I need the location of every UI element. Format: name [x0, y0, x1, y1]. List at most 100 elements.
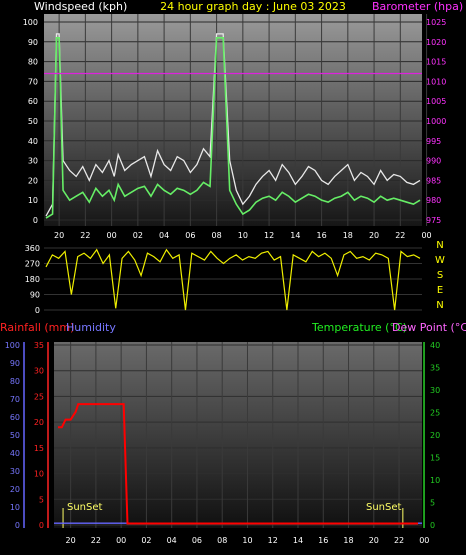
humidity-axis-label: Humidity [66, 321, 116, 334]
humidity-y-tick-label: 50 [10, 431, 20, 440]
rainfall-axis-label: Rainfall (mm) [0, 321, 74, 334]
rain-x-tick-label: 16 [318, 536, 328, 545]
rain-y-tick-label: 15 [34, 444, 44, 453]
wind-y-tick-label: 80 [28, 58, 38, 67]
barometer-y-tick-label: 1000 [426, 117, 446, 126]
temperature-y-tick-label: 10 [430, 476, 440, 485]
rain-x-tick-label: 22 [91, 536, 101, 545]
humidity-y-tick-label: 30 [10, 467, 20, 476]
direction-y-tick-label: 0 [35, 306, 40, 315]
wind-y-tick-label: 0 [33, 216, 38, 225]
rain-x-tick-label: 08 [217, 536, 227, 545]
barometer-y-tick-label: 1005 [426, 97, 446, 106]
rain-x-tick-label: 14 [293, 536, 303, 545]
rain-x-tick-label: 06 [192, 536, 202, 545]
temperature-axis-label: Temperature (°C) [311, 321, 407, 334]
barometer-y-tick-label: 980 [426, 196, 441, 205]
rain-x-tick-label: 20 [66, 536, 76, 545]
wind-average-line [45, 37, 421, 219]
wind-x-tick-label: 06 [185, 231, 195, 240]
rain-x-tick-label: 10 [242, 536, 252, 545]
direction-y-tick-label: 180 [25, 275, 40, 284]
humidity-y-tick-label: 60 [10, 413, 20, 422]
temperature-y-tick-label: 15 [430, 454, 440, 463]
sunset-label-2: SunSet [366, 502, 402, 513]
direction-y-tick-label: 270 [25, 260, 40, 269]
barometer-y-tick-label: 995 [426, 137, 441, 146]
rain-x-tick-label: 02 [141, 536, 151, 545]
compass-label: S [437, 270, 443, 281]
rain-x-tick-label: 20 [369, 536, 379, 545]
windspeed-axis-label: Windspeed (kph) [34, 0, 127, 13]
rain-x-tick-label: 04 [167, 536, 177, 545]
dewpoint-axis-label: Dew Point (°C) [392, 321, 466, 334]
compass-label: E [437, 285, 443, 296]
wind-y-tick-label: 20 [28, 176, 38, 185]
barometer-y-tick-label: 975 [426, 216, 441, 225]
wind-x-tick-label: 10 [238, 231, 248, 240]
wind-x-tick-label: 14 [290, 231, 300, 240]
wind-y-tick-label: 100 [23, 18, 38, 27]
temperature-y-tick-label: 25 [430, 409, 440, 418]
wind-y-tick-label: 40 [28, 137, 38, 146]
graph-title: 24 hour graph day : June 03 2023 [160, 0, 346, 13]
direction-y-tick-label: 360 [25, 244, 40, 253]
wind-x-tick-label: 20 [54, 231, 64, 240]
wind-y-tick-label: 90 [28, 38, 38, 47]
humidity-y-tick-label: 40 [10, 449, 20, 458]
rain-y-tick-label: 5 [39, 495, 44, 504]
barometer-y-tick-label: 990 [426, 157, 441, 166]
rain-y-tick-label: 30 [34, 367, 44, 376]
wind-x-tick-label: 04 [159, 231, 169, 240]
humidity-y-tick-label: 0 [15, 521, 20, 530]
humidity-y-tick-label: 90 [10, 359, 20, 368]
temperature-y-tick-label: 40 [430, 341, 440, 350]
rainfall-line [58, 403, 418, 525]
wind-x-tick-label: 12 [264, 231, 274, 240]
rain-y-tick-label: 0 [39, 521, 44, 530]
wind-x-tick-label: 22 [395, 231, 405, 240]
wind-x-tick-label: 20 [369, 231, 379, 240]
wind-x-tick-label: 18 [343, 231, 353, 240]
temperature-y-tick-label: 0 [430, 521, 435, 530]
rain-x-tick-label: 00 [419, 536, 429, 545]
wind-x-tick-label: 22 [80, 231, 90, 240]
wind-x-tick-label: 16 [316, 231, 326, 240]
rain-y-tick-label: 20 [34, 418, 44, 427]
barometer-axis-label: Barometer (hpa) [372, 0, 463, 13]
wind-y-tick-label: 10 [28, 196, 38, 205]
temperature-y-tick-label: 5 [430, 499, 435, 508]
wind-plot-area [44, 14, 422, 226]
sunset-label-1: SunSet [67, 502, 103, 513]
wind-x-tick-label: 00 [421, 231, 431, 240]
barometer-y-tick-label: 1020 [426, 38, 446, 47]
barometer-y-tick-label: 985 [426, 176, 441, 185]
compass-label: W [435, 255, 445, 266]
direction-plot-area [44, 244, 422, 312]
compass-label: N [436, 240, 443, 251]
wind-x-tick-label: 08 [212, 231, 222, 240]
humidity-y-tick-label: 100 [5, 341, 20, 350]
barometer-y-tick-label: 1015 [426, 58, 446, 67]
rain-y-tick-label: 10 [34, 470, 44, 479]
wind-y-tick-label: 70 [28, 77, 38, 86]
wind-y-tick-label: 30 [28, 157, 38, 166]
humidity-y-tick-label: 20 [10, 485, 20, 494]
humidity-y-tick-label: 70 [10, 395, 20, 404]
rain-x-tick-label: 18 [343, 536, 353, 545]
humidity-y-tick-label: 10 [10, 503, 20, 512]
direction-y-tick-label: 90 [30, 291, 40, 300]
rain-x-tick-label: 22 [394, 536, 404, 545]
barometer-y-tick-label: 1010 [426, 77, 446, 86]
rain-y-tick-label: 35 [34, 341, 44, 350]
wind-x-tick-label: 00 [107, 231, 117, 240]
temperature-y-tick-label: 20 [430, 431, 440, 440]
wind-y-tick-label: 60 [28, 97, 38, 106]
rain-x-tick-label: 00 [116, 536, 126, 545]
rain-x-tick-label: 12 [268, 536, 278, 545]
temperature-y-tick-label: 35 [430, 364, 440, 373]
temperature-y-tick-label: 30 [430, 386, 440, 395]
rain-y-tick-label: 25 [34, 392, 44, 401]
humidity-y-tick-label: 80 [10, 377, 20, 386]
